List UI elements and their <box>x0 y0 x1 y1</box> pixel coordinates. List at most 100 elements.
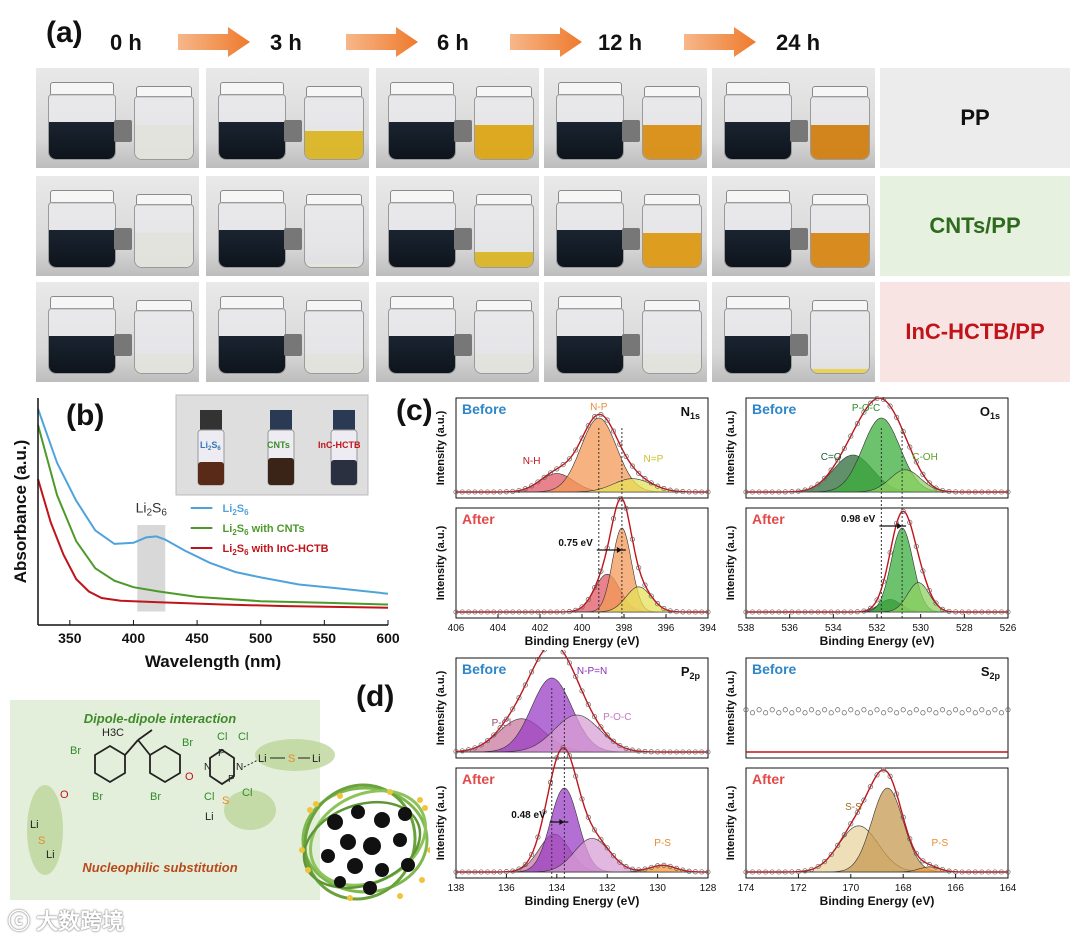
data-point <box>673 749 680 755</box>
peak-label: N-P <box>590 402 608 413</box>
panel-b-inset-photo: Li2S6 CNTs InC-HCTB <box>175 394 369 496</box>
atom-cl-2: Cl <box>238 731 248 743</box>
x-tick-label: 170 <box>842 883 859 894</box>
data-point <box>756 869 762 875</box>
data-point <box>522 861 528 867</box>
data-point <box>497 489 503 495</box>
after-label: After <box>752 771 785 787</box>
data-point <box>459 748 465 754</box>
left-jar <box>48 94 116 160</box>
data-point <box>979 707 985 713</box>
data-point <box>655 601 661 607</box>
x-tick-label: 530 <box>912 623 929 634</box>
data-point <box>920 858 926 864</box>
data-point <box>459 869 465 875</box>
data-point <box>887 707 893 713</box>
after-label: After <box>752 511 785 527</box>
data-point <box>979 489 985 495</box>
atom-cl-4: Cl <box>242 787 252 799</box>
x-tick-label: 394 <box>700 623 717 634</box>
jar-clamp <box>284 120 302 142</box>
xps-s2p-chart: Before After S2p S-S P-S 174 172 170 168 166 164 Bi… <box>725 657 1017 908</box>
right-jar-liquid <box>475 354 533 373</box>
x-tick-label: 398 <box>616 623 633 634</box>
data-point <box>459 489 465 495</box>
data-point <box>623 505 629 511</box>
data-point <box>478 869 484 875</box>
data-point <box>604 732 610 738</box>
h-cell-photo <box>712 176 875 276</box>
data-point <box>946 608 952 614</box>
before-frame <box>745 657 1009 759</box>
xps-n1s-chart: Before After N1s N-P N-H N=P 0.75 eV 406 404 402 4… <box>435 397 717 648</box>
series-line-2 <box>37 478 389 609</box>
data-point <box>769 707 775 713</box>
data-point <box>913 850 919 856</box>
data-point <box>529 669 535 675</box>
benzene-ring-left <box>94 744 126 784</box>
atom-p-2: P <box>228 774 235 785</box>
xps-p2p-chart: Before After P2p N-P=N P-Cl P-O-C P-S 0.48 eV 13… <box>435 650 717 908</box>
data-point <box>573 447 579 453</box>
data-point <box>692 869 698 875</box>
jar-clamp <box>622 334 640 356</box>
peak-label: N-P=N <box>577 666 607 677</box>
data-point <box>815 710 821 716</box>
data-point <box>946 868 952 874</box>
data-point <box>510 868 516 874</box>
data-point <box>972 710 978 716</box>
data-point <box>861 608 867 614</box>
after-label: After <box>462 771 495 787</box>
shift-value: 0.48 eV <box>511 810 546 821</box>
right-jar-liquid <box>811 369 869 373</box>
atom-li-3: Li <box>205 811 214 823</box>
data-point <box>822 475 828 481</box>
after-label: After <box>462 511 495 527</box>
left-jar-liquid <box>557 121 623 159</box>
data-point <box>808 707 815 713</box>
data-point <box>617 859 623 865</box>
data-point <box>874 395 880 402</box>
data-point <box>900 707 906 713</box>
data-point <box>907 444 913 450</box>
x-tick-label: 526 <box>1000 623 1017 634</box>
benzene-ring-right <box>149 744 181 784</box>
data-point <box>648 749 654 755</box>
left-jar-liquid <box>219 229 285 267</box>
data-point <box>472 869 478 875</box>
inset-label-inc-hctb: InC-HCTB <box>318 440 361 450</box>
data-point <box>959 710 965 716</box>
data-point <box>699 749 705 755</box>
data-point <box>887 549 893 556</box>
left-jar <box>388 202 456 268</box>
data-point <box>841 445 847 452</box>
data-point <box>743 489 749 495</box>
data-point <box>874 772 880 778</box>
arrow-right-icon <box>684 27 756 57</box>
data-point <box>642 582 648 588</box>
spectrum-title: S2p <box>981 664 1001 681</box>
data-point <box>966 489 972 495</box>
peak-label: N=P <box>644 454 664 465</box>
data-point <box>749 489 756 495</box>
data-point <box>776 609 782 615</box>
data-point <box>680 489 686 495</box>
data-point <box>566 456 572 462</box>
atom-s-2: S <box>222 795 229 807</box>
data-point <box>782 489 788 495</box>
data-point <box>655 483 661 489</box>
data-point <box>497 609 503 615</box>
data-point <box>566 753 572 759</box>
right-jar <box>810 310 870 374</box>
data-point <box>828 467 834 473</box>
data-point <box>522 682 528 688</box>
data-point <box>497 725 503 731</box>
left-jar-liquid <box>389 121 455 159</box>
data-point <box>841 832 847 838</box>
data-point <box>861 797 867 803</box>
x-axis-label: Binding Energy (eV) <box>820 634 935 648</box>
left-jar <box>48 308 116 374</box>
right-jar <box>642 96 702 160</box>
atom-n-1: N <box>236 762 243 773</box>
y-axis-label: Intensity (a.u.) <box>725 785 737 860</box>
